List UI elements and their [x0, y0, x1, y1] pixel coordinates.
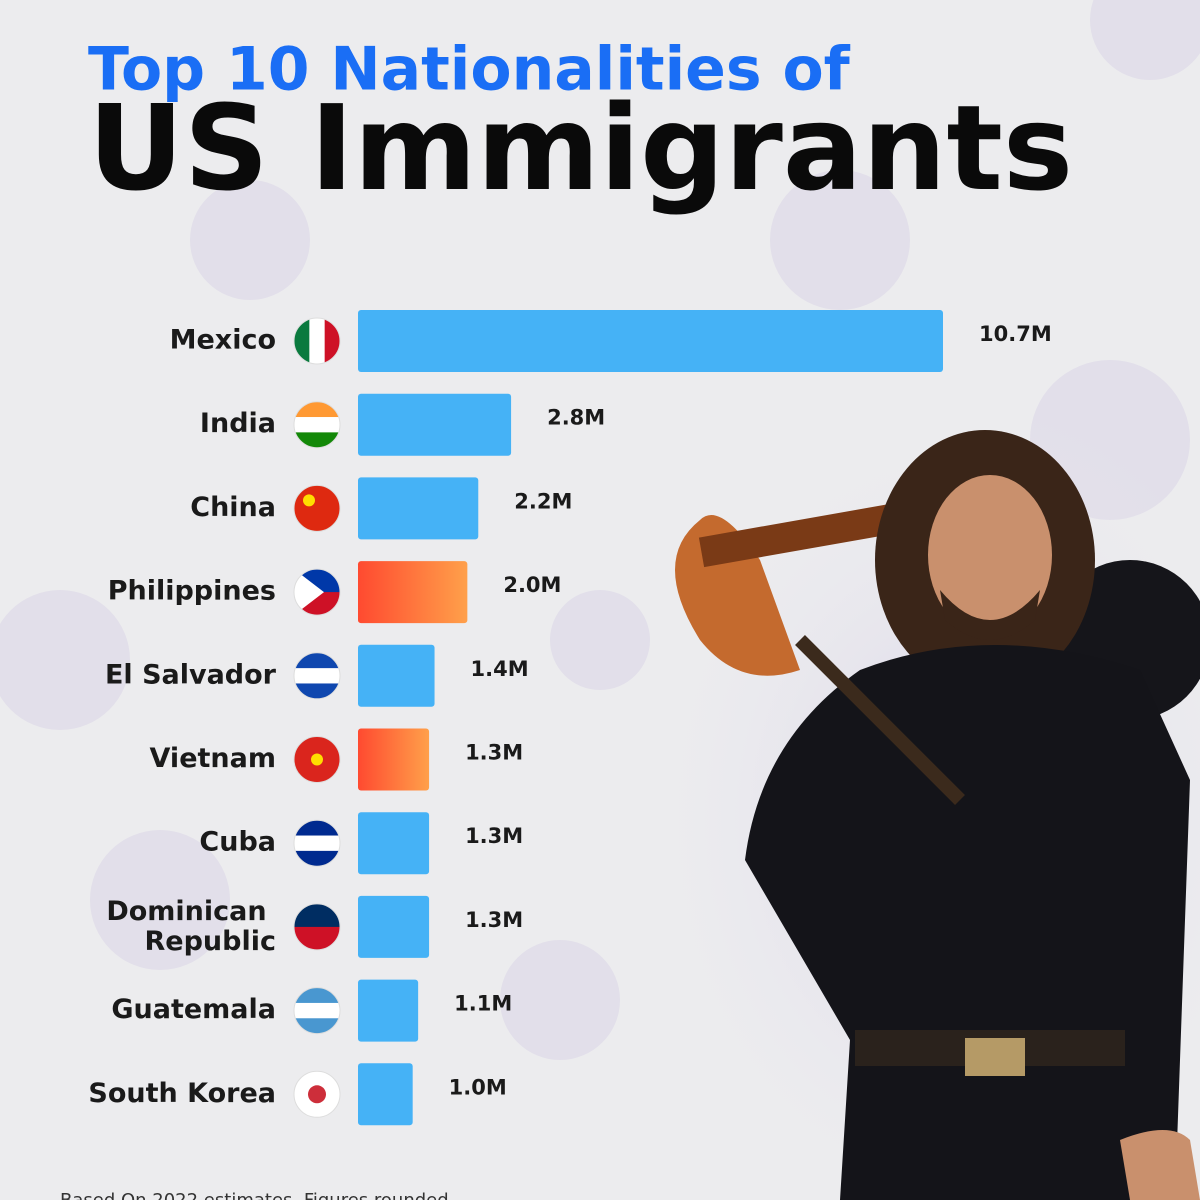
bar	[358, 310, 943, 372]
flag	[294, 652, 340, 699]
decorations	[0, 0, 1200, 1060]
flag-stripe	[294, 820, 340, 837]
flag-stripe	[294, 318, 311, 364]
flag-rim	[293, 484, 341, 532]
bar	[358, 979, 419, 1042]
flag-stripe	[294, 485, 340, 532]
flag	[294, 1071, 340, 1118]
value-label: 1.4M	[471, 657, 529, 681]
flag-star	[303, 494, 315, 507]
value-label: 2.2M	[514, 489, 572, 513]
category-label: China	[190, 492, 276, 523]
category-label: Dominican Republic	[106, 895, 276, 956]
flag-emblem	[308, 1085, 326, 1104]
flag-rim	[293, 317, 341, 365]
category-label: Vietnam	[150, 743, 276, 774]
flag-stripe	[294, 926, 340, 950]
chart-title: Top 10 Nationalities of	[88, 35, 851, 105]
flag	[294, 401, 340, 448]
bar	[358, 1063, 413, 1126]
value-label: 2.0M	[503, 573, 561, 597]
value-label: 10.7M	[979, 322, 1052, 346]
category-label: Cuba	[199, 827, 276, 858]
flag	[294, 485, 340, 532]
flag-stripe	[294, 401, 340, 419]
value-label: 1.1M	[454, 992, 512, 1016]
category-label: Guatemala	[111, 994, 276, 1025]
bar	[358, 895, 430, 958]
bars: 10.7M Mexico 2.8M India 2.2M China 2.0M Philipp…	[88, 310, 1052, 1126]
flag-rim	[293, 1070, 341, 1118]
note: Based On 2022 estimates. Figures rounded	[60, 1190, 449, 1200]
flag-stripe	[294, 1018, 340, 1034]
flag-star	[311, 753, 323, 766]
category-label: Philippines	[108, 576, 276, 607]
category-label: El Salvador	[105, 659, 277, 690]
bar	[358, 644, 435, 707]
chart-subtitle: US Immigrants	[88, 79, 1073, 217]
value-label: 1.3M	[465, 741, 523, 765]
flag-stripe	[294, 417, 340, 434]
flag-rim	[293, 903, 341, 951]
flag-triangle	[294, 569, 324, 616]
bar	[358, 812, 430, 875]
flag-rim	[293, 652, 341, 700]
flag-stripe	[294, 432, 340, 448]
photo-person	[675, 430, 1200, 1200]
flag-rim	[293, 987, 341, 1035]
flag-rim	[293, 401, 341, 449]
flag-stripe	[294, 1002, 340, 1020]
flag-stripe	[294, 850, 340, 867]
flag-stripe	[294, 987, 340, 1004]
bar	[358, 728, 430, 791]
flag	[294, 903, 340, 950]
bar	[358, 561, 468, 624]
category-label: South Korea	[88, 1078, 276, 1109]
flag-stripe	[294, 652, 340, 670]
category-label: India	[200, 408, 276, 439]
bar	[358, 393, 512, 456]
flag-rim	[293, 819, 341, 867]
flag-rim	[293, 736, 341, 783]
flag	[294, 987, 340, 1034]
flag-stripe	[294, 835, 340, 852]
bar	[358, 477, 479, 540]
value-label: 1.3M	[465, 908, 523, 932]
value-label: 1.3M	[465, 824, 523, 848]
flag-stripe	[324, 318, 340, 364]
flag-stripe	[294, 668, 340, 685]
category-label: Mexico	[170, 325, 276, 356]
flag-rim	[293, 568, 341, 616]
flag	[294, 736, 340, 783]
flag-stripe	[294, 683, 340, 699]
flag	[294, 820, 340, 867]
value-label: 1.0M	[449, 1075, 507, 1099]
flag-stripe	[309, 318, 326, 364]
flag	[294, 318, 340, 364]
value-label: 2.8M	[547, 406, 605, 430]
